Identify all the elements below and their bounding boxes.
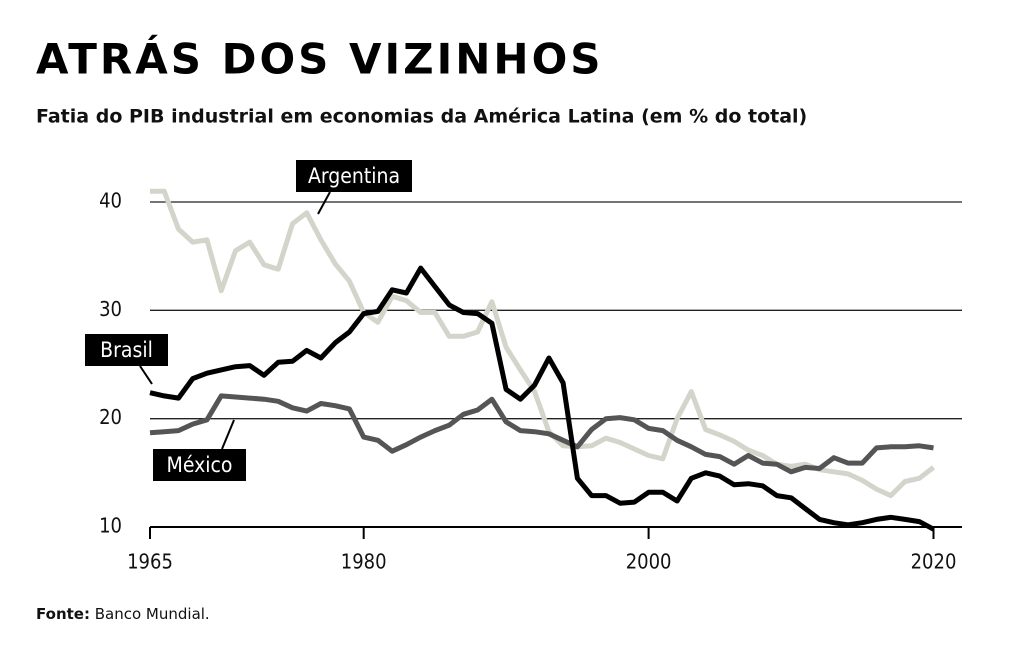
- series-line: [150, 188, 936, 499]
- series-label: Brasil: [100, 338, 153, 362]
- y-tick-label: 40: [99, 189, 122, 213]
- series-line: [149, 393, 934, 475]
- source-label: Fonte:: [36, 605, 90, 623]
- label-leader: [221, 419, 235, 450]
- x-tick-label: 1965: [127, 550, 173, 574]
- series-label: Argentina: [308, 164, 400, 188]
- label-box: [85, 334, 168, 366]
- label-box: [153, 449, 246, 481]
- x-tick-label: 2000: [626, 550, 672, 574]
- source: Fonte: Banco Mundial.: [36, 605, 210, 623]
- x-tick-label: 2020: [911, 550, 957, 574]
- y-tick-label: 10: [99, 514, 122, 538]
- chart-subtitle: Fatia do PIB industrial em economias da …: [36, 106, 807, 128]
- chart-title: ATRÁS DOS VIZINHOS: [36, 34, 604, 84]
- series-line: [149, 265, 935, 532]
- label-box: [296, 160, 412, 192]
- y-tick-label: 30: [99, 297, 122, 321]
- label-leader: [317, 191, 331, 215]
- source-text: Banco Mundial.: [95, 605, 210, 623]
- y-tick-label: 20: [99, 405, 122, 429]
- x-tick-label: 1980: [341, 550, 387, 574]
- series-label: México: [167, 453, 233, 477]
- label-leader: [139, 365, 153, 385]
